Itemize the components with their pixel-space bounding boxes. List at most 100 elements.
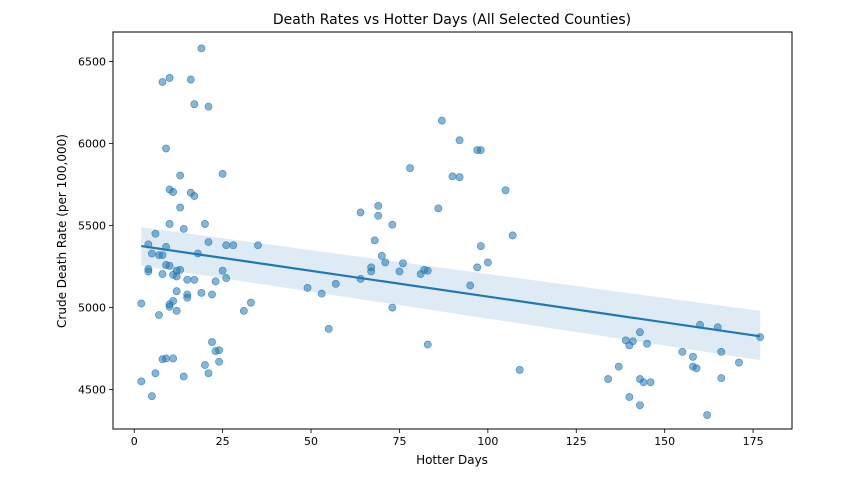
scatter-point [169,188,178,196]
scatter-point [377,252,386,260]
scatter-point [324,325,333,333]
scatter-point [678,347,687,356]
scatter-point [636,328,644,337]
scatter-point [437,116,446,125]
scatter-point [756,333,765,342]
scatter-point [197,44,206,53]
plot-area-frame [112,31,793,430]
scatter-point [381,258,390,267]
chart-title: Death Rates vs Hotter Days (All Selected… [273,12,631,28]
scatter-point [176,171,185,180]
scatter-point [165,261,174,270]
scatter-point [356,208,365,217]
x-tick-label: 100 [477,435,498,448]
scatter-point [176,203,185,212]
scatter-point [331,279,340,288]
scatter-point [137,299,146,308]
scatter-point [190,192,199,200]
scatter-point [370,236,379,245]
scatter-point [406,164,414,173]
scatter-point [395,267,404,276]
scatter-point [186,75,195,84]
scatter-point [165,74,174,82]
regression-line [141,244,761,338]
scatter-point [254,241,262,250]
scatter-point [148,392,156,401]
scatter-point [455,173,464,182]
scatter-point [172,306,181,315]
y-tick-label: 6500 [78,56,106,69]
scatter-point [604,375,613,383]
scatter-points-layer [137,44,765,419]
scatter-point [367,263,376,272]
scatter-point [162,354,170,363]
scatter-point [190,100,199,109]
scatter-point [211,277,220,286]
scatter-point [151,229,160,238]
scatter-point [183,275,192,284]
scatter-point [483,258,492,267]
scatter-point [183,293,192,302]
scatter-point [303,284,312,292]
scatter-point [179,224,188,233]
scatter-point [208,338,216,346]
scatter-point [218,266,227,275]
scatter-point [434,204,443,213]
scatter-point [190,275,199,284]
scatter-point [388,303,397,312]
scatter-point [646,378,655,387]
scatter-point [692,364,701,373]
y-tick-label: 5500 [78,220,106,233]
scatter-point [197,288,206,297]
scatter-point [239,306,248,315]
x-tick-label: 50 [304,435,318,448]
scatter-point [399,259,407,268]
scatter-point [208,290,216,299]
scatter-point [169,297,178,305]
x-axis-label: Hotter Days [416,453,488,467]
x-tick-label: 175 [743,435,764,448]
regression-line-layer [141,244,761,338]
scatter-point [162,144,170,153]
scatter-point [476,146,485,155]
scatter-point [204,238,213,246]
scatter-point [625,393,634,401]
scatter-point [222,274,231,282]
scatter-point [204,102,213,111]
scatter-point [473,263,482,272]
scatter-point [158,251,167,260]
scatter-point [466,281,475,290]
scatter-point [717,374,726,383]
x-tick-label: 25 [216,435,230,448]
confidence-band [141,227,761,361]
scatter-point [222,241,231,250]
scatter-point [204,369,213,378]
scatter-point [165,302,174,311]
scatter-point [448,172,457,181]
scatter-point [176,265,185,274]
y-axis: 4500 5000 5500 6000 6500 [78,56,113,397]
scatter-point [201,361,209,369]
scatter-point [689,352,697,361]
scatter-point [717,347,726,356]
scatter-point [423,266,432,275]
scatter-point [137,377,146,386]
scatter-point [515,366,524,374]
y-tick-label: 6000 [78,138,106,151]
scatter-point [215,357,223,366]
scatter-point [388,220,397,229]
x-tick-label: 75 [392,435,406,448]
y-tick-label: 5000 [78,302,106,315]
scatter-point [151,369,160,378]
y-tick-label: 4500 [78,384,106,397]
scatter-point [643,339,651,348]
scatter-point [636,401,644,410]
scatter-point [423,340,432,349]
scatter-point [374,201,383,210]
scatter-point [179,372,188,381]
scatter-point [247,298,255,307]
scatter-point [501,186,510,195]
scatter-point [172,272,181,281]
